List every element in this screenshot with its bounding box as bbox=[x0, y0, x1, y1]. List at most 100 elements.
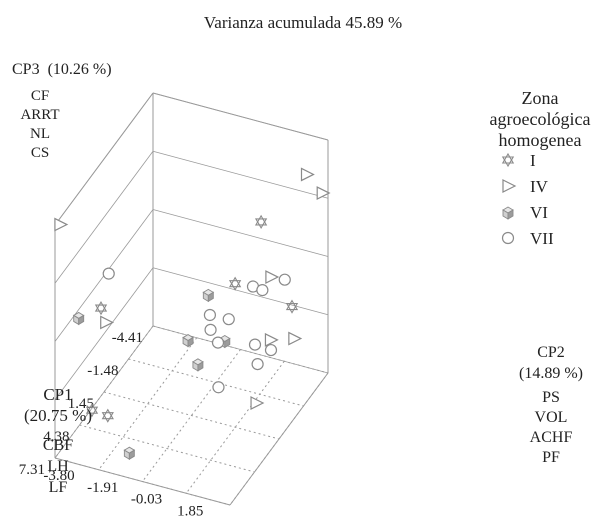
z-axis-label: CP3 bbox=[12, 61, 40, 78]
point-star-part bbox=[94, 301, 108, 312]
series-VII bbox=[102, 267, 291, 394]
x-axis-variable: LH bbox=[47, 458, 69, 475]
point-cube-right bbox=[78, 314, 85, 326]
point-circle bbox=[212, 381, 225, 394]
point-triangle bbox=[288, 331, 303, 346]
point-circle bbox=[278, 273, 291, 286]
point-circle bbox=[204, 323, 217, 336]
legend-item-label: VI bbox=[530, 203, 548, 222]
point-star bbox=[285, 299, 299, 314]
point-circle bbox=[203, 308, 217, 322]
point-cube-right bbox=[187, 336, 194, 348]
point-star bbox=[94, 301, 108, 316]
x-axis-variables: CBF LH LF bbox=[43, 437, 73, 496]
point-cube-right bbox=[224, 337, 231, 349]
point-cube bbox=[123, 446, 136, 460]
point-triangle bbox=[264, 332, 279, 347]
y-axis-variable: VOL bbox=[535, 409, 568, 426]
point-cube bbox=[202, 288, 215, 303]
point-star bbox=[228, 276, 242, 291]
floor-gridline-x bbox=[79, 424, 255, 473]
x-tick-label: -1.48 bbox=[87, 363, 118, 379]
y-axis-label: CP2 bbox=[537, 344, 565, 361]
y-tick-label: -0.03 bbox=[131, 492, 162, 508]
grid bbox=[54, 92, 329, 506]
legend-title-line: homogenea bbox=[499, 130, 582, 150]
point-circle bbox=[248, 338, 262, 351]
x-tick-label: 7.31 bbox=[19, 462, 45, 478]
point-star-part bbox=[101, 408, 114, 420]
z-axis-pct: (10.26 %) bbox=[48, 61, 112, 78]
y-tick-label: 1.85 bbox=[177, 503, 203, 516]
z-axis-variable: CF bbox=[31, 88, 49, 104]
point-triangle bbox=[250, 396, 265, 410]
point-circle bbox=[256, 284, 269, 297]
point-star bbox=[101, 408, 114, 423]
point-cube-right bbox=[197, 361, 204, 372]
point-triangle bbox=[54, 217, 69, 232]
axis-panels bbox=[54, 92, 329, 506]
point-star-part bbox=[228, 276, 242, 288]
left-wall-gridline-z bbox=[54, 267, 154, 400]
point-triangle bbox=[100, 315, 115, 330]
point-cube bbox=[182, 334, 194, 348]
point-cube bbox=[192, 358, 204, 372]
point-triangle bbox=[265, 270, 280, 285]
legend-marker-cube-right bbox=[507, 209, 514, 220]
point-circle bbox=[264, 343, 278, 357]
data-points bbox=[54, 167, 331, 460]
x-axis-title: CP1 (20.75 %) bbox=[24, 385, 92, 425]
back-wall-gridline-z bbox=[152, 209, 329, 257]
edge-top-back bbox=[152, 92, 329, 141]
point-circle bbox=[251, 357, 264, 371]
point-star-part bbox=[228, 280, 242, 291]
back-wall-gridline-z bbox=[152, 267, 329, 316]
point-cube-right bbox=[207, 291, 214, 303]
z-axis-variable: NL bbox=[30, 126, 50, 142]
legend-marker-cube bbox=[502, 206, 514, 220]
point-star-part bbox=[85, 406, 99, 418]
y-axis-title: CP2 (14.89 %) bbox=[519, 344, 583, 382]
x-axis-label: CP1 bbox=[43, 385, 72, 404]
y-axis-variable: ACHF bbox=[530, 429, 573, 446]
point-star-part bbox=[101, 412, 114, 423]
floor-gridline-x bbox=[103, 391, 280, 440]
y-axis-variable: PS bbox=[542, 389, 560, 406]
point-circle bbox=[211, 336, 225, 349]
x-axis-variable: CBF bbox=[43, 437, 73, 454]
z-axis-variable: ARRT bbox=[20, 107, 59, 123]
legend-item-label: IV bbox=[530, 177, 549, 196]
z-axis-variables: CF ARRT NL CS bbox=[20, 88, 59, 161]
y-tick-label: -3.80 bbox=[43, 468, 74, 484]
y-axis-pct: (14.89 %) bbox=[519, 365, 583, 382]
back-wall-gridline-z bbox=[152, 150, 329, 199]
point-triangle bbox=[316, 186, 331, 201]
legend-marker-star bbox=[501, 152, 515, 168]
point-star-part bbox=[94, 304, 108, 316]
edge-front-floor bbox=[54, 457, 231, 506]
point-cube-right bbox=[128, 449, 135, 460]
z-axis-variable: CS bbox=[31, 145, 49, 161]
series-IV bbox=[54, 167, 331, 410]
chart-title: Varianza acumulada 45.89 % bbox=[204, 13, 402, 32]
x-tick-label: 4.38 bbox=[43, 429, 69, 445]
y-tick-label: -1.91 bbox=[87, 480, 118, 496]
left-wall-gridline-z bbox=[54, 151, 154, 284]
point-circle bbox=[222, 313, 235, 326]
z-axis-name: CP3 (10.26 %) bbox=[12, 61, 112, 78]
point-star-part bbox=[285, 303, 299, 314]
edge-right-floor bbox=[229, 372, 329, 506]
legend-title-line: agroecológica bbox=[490, 109, 591, 129]
legend-item-label: VII bbox=[530, 229, 554, 248]
point-star-part bbox=[254, 214, 268, 226]
legend-title-line: Zona bbox=[522, 88, 559, 108]
x-tick-label: -4.41 bbox=[112, 330, 143, 346]
point-star bbox=[85, 403, 99, 418]
legend-marker-star-part bbox=[501, 152, 515, 164]
y-axis-variable: PF bbox=[542, 449, 560, 466]
edge-top-left bbox=[54, 92, 154, 226]
x-axis-variable: LF bbox=[49, 479, 68, 496]
y-axis-variables: PS VOL ACHF PF bbox=[530, 389, 573, 466]
